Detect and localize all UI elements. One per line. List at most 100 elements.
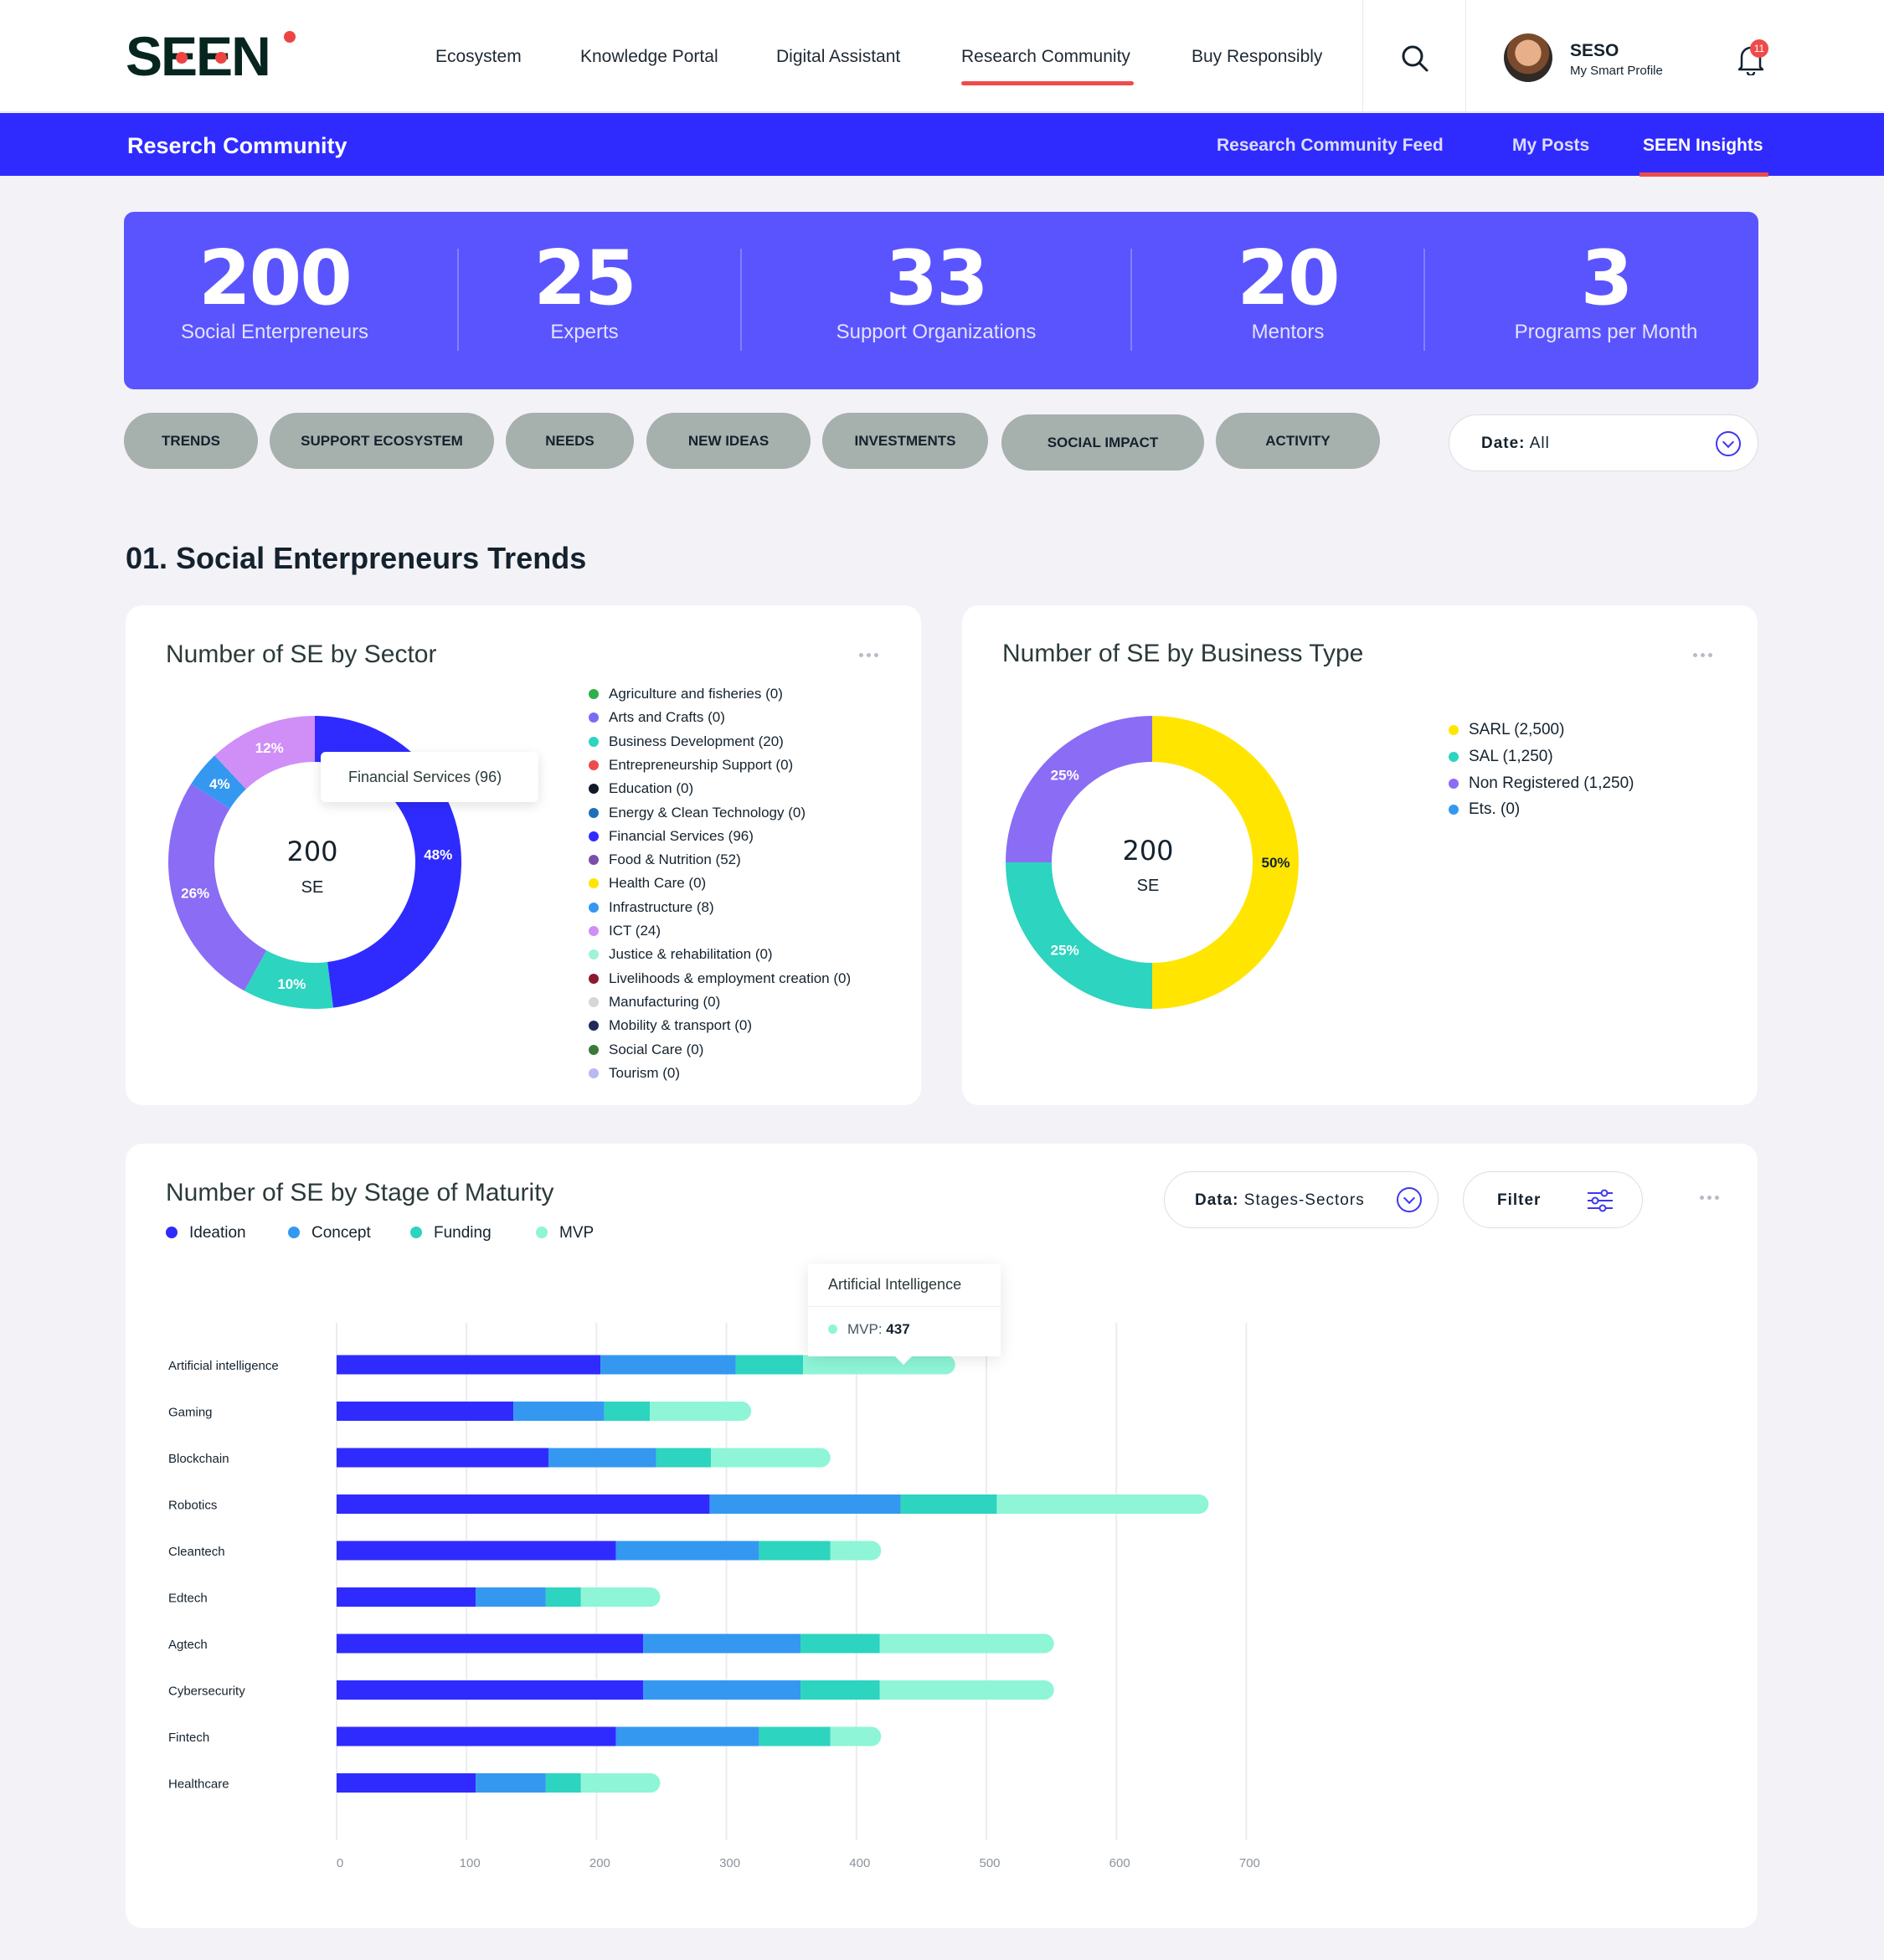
tab-new-ideas[interactable]: NEW IDEAS	[646, 413, 811, 469]
bar-segment-funding[interactable]	[759, 1541, 831, 1561]
sector-legend-item[interactable]: Energy & Clean Technology (0)	[589, 805, 806, 821]
bar-segment-concept[interactable]	[476, 1773, 546, 1793]
more-options-icon[interactable]	[859, 653, 883, 660]
bar-segment-funding[interactable]	[545, 1587, 581, 1607]
bar-segment-mvp[interactable]	[803, 1355, 955, 1375]
bar-segment-ideation[interactable]	[337, 1726, 616, 1747]
sector-legend-item[interactable]: ICT (24)	[589, 923, 661, 939]
nav-digital-assistant[interactable]: Digital Assistant	[776, 47, 901, 66]
bar-segment-concept[interactable]	[643, 1680, 801, 1700]
data-select[interactable]: Data: Stages-Sectors	[1164, 1171, 1439, 1228]
bar-segment-concept[interactable]	[615, 1541, 759, 1561]
bar-segment-mvp[interactable]	[996, 1494, 1209, 1514]
sector-legend-item[interactable]: Arts and Crafts (0)	[589, 709, 725, 726]
date-filter-select[interactable]: Date: All	[1449, 414, 1758, 471]
avatar[interactable]	[1504, 33, 1552, 82]
sector-slice-label: 26%	[181, 886, 209, 902]
business-type-slice[interactable]	[1152, 716, 1299, 1009]
bar-segment-funding[interactable]	[800, 1680, 880, 1700]
bar-segment-funding[interactable]	[759, 1726, 831, 1747]
tab-support-ecosystem[interactable]: SUPPORT ECOSYSTEM	[270, 413, 494, 469]
bar-segment-concept[interactable]	[513, 1402, 605, 1421]
tab-needs[interactable]: NEEDS	[506, 413, 634, 469]
nav-buy-responsibly[interactable]: Buy Responsibly	[1192, 47, 1323, 66]
sector-legend-item[interactable]: Livelihoods & employment creation (0)	[589, 970, 851, 987]
bar-tooltip: Artificial Intelligence MVP: 437	[808, 1264, 1001, 1365]
subnav-research-feed[interactable]: Research Community Feed	[1217, 136, 1444, 155]
bar-segment-funding[interactable]	[545, 1773, 581, 1793]
bar-segment-mvp[interactable]	[879, 1633, 1054, 1654]
bar-segment-ideation[interactable]	[337, 1448, 548, 1468]
search-icon[interactable]	[1400, 44, 1430, 74]
bar-segment-mvp[interactable]	[580, 1773, 661, 1793]
bar-segment-concept[interactable]	[643, 1633, 801, 1654]
sector-slice[interactable]	[244, 950, 333, 1009]
tab-activity[interactable]: ACTIVITY	[1216, 413, 1380, 469]
sector-legend-item[interactable]: Infrastructure (8)	[589, 899, 714, 916]
more-options-icon[interactable]	[1700, 1196, 1723, 1202]
bar-segment-funding[interactable]	[656, 1448, 711, 1468]
sector-legend-label: Food & Nutrition (52)	[609, 851, 741, 868]
bar-segment-funding[interactable]	[735, 1355, 804, 1375]
bar-segment-funding[interactable]	[604, 1402, 651, 1421]
bar-segment-concept[interactable]	[476, 1587, 546, 1607]
sector-legend-item[interactable]: Education (0)	[589, 780, 693, 797]
sector-legend-item[interactable]: Food & Nutrition (52)	[589, 851, 741, 868]
sector-legend-item[interactable]: Tourism (0)	[589, 1065, 680, 1082]
bar-segment-funding[interactable]	[900, 1494, 997, 1514]
bar-segment-mvp[interactable]	[710, 1448, 831, 1468]
bar-segment-ideation[interactable]	[337, 1355, 601, 1375]
x-tick-label: 700	[1239, 1856, 1260, 1870]
bar-segment-concept[interactable]	[709, 1494, 901, 1514]
sector-legend-item[interactable]: Mobility & transport (0)	[589, 1017, 752, 1034]
sector-legend-item[interactable]: Entrepreneurship Support (0)	[589, 757, 793, 774]
legend-dot	[536, 1227, 548, 1238]
business-legend-item[interactable]: Non Registered (1,250)	[1449, 774, 1634, 793]
profile-subtitle[interactable]: My Smart Profile	[1570, 64, 1663, 78]
more-options-icon[interactable]	[1693, 653, 1717, 660]
sector-legend-item[interactable]: Social Care (0)	[589, 1042, 703, 1058]
bar-segment-concept[interactable]	[615, 1726, 759, 1747]
nav-knowledge-portal[interactable]: Knowledge Portal	[580, 47, 718, 66]
sector-slice[interactable]	[214, 716, 315, 790]
subnav-seen-insights[interactable]: SEEN Insights	[1639, 136, 1768, 177]
business-legend-item[interactable]: SAL (1,250)	[1449, 748, 1553, 766]
bar-segment-ideation[interactable]	[337, 1402, 514, 1421]
sector-legend-item[interactable]: Financial Services (96)	[589, 828, 754, 845]
bar-segment-mvp[interactable]	[879, 1680, 1054, 1700]
seen-logo[interactable]: SEEN	[126, 25, 298, 89]
sector-slice[interactable]	[168, 784, 267, 991]
subnav-my-posts[interactable]: My Posts	[1512, 136, 1590, 155]
business-type-slice[interactable]	[1006, 862, 1152, 1009]
bar-segment-ideation[interactable]	[337, 1494, 710, 1514]
bar-segment-mvp[interactable]	[580, 1587, 661, 1607]
sector-legend-item[interactable]: Business Development (20)	[589, 733, 784, 750]
bar-segment-ideation[interactable]	[337, 1680, 644, 1700]
bar-segment-concept[interactable]	[548, 1448, 656, 1468]
bar-segment-mvp[interactable]	[650, 1402, 752, 1421]
bar-segment-ideation[interactable]	[337, 1587, 476, 1607]
sector-legend-item[interactable]: Health Care (0)	[589, 875, 706, 892]
filter-button[interactable]: Filter	[1463, 1171, 1643, 1228]
sector-slice[interactable]	[191, 755, 246, 809]
bar-segment-mvp-join	[710, 1448, 730, 1468]
nav-research-community[interactable]: Research Community	[961, 47, 1134, 85]
sector-legend-item[interactable]: Agriculture and fisheries (0)	[589, 686, 783, 702]
bar-segment-funding[interactable]	[800, 1633, 880, 1654]
tab-social-impact[interactable]: SOCIAL IMPACT	[1001, 414, 1204, 471]
bar-segment-concept[interactable]	[600, 1355, 736, 1375]
business-legend-item[interactable]: Ets. (0)	[1449, 800, 1520, 819]
bar-segment-ideation[interactable]	[337, 1541, 616, 1561]
tab-trends[interactable]: TRENDS	[124, 413, 258, 469]
profile-name[interactable]: SESO	[1570, 41, 1619, 60]
legend-dot	[589, 1067, 599, 1078]
bar-segment-ideation[interactable]	[337, 1633, 644, 1654]
sector-legend-item[interactable]: Justice & rehabilitation (0)	[589, 946, 773, 963]
nav-ecosystem[interactable]: Ecosystem	[435, 47, 522, 66]
date-filter-value: All	[1529, 435, 1550, 452]
business-type-slice[interactable]	[1006, 716, 1152, 862]
bar-segment-ideation[interactable]	[337, 1773, 476, 1793]
sector-legend-item[interactable]: Manufacturing (0)	[589, 994, 720, 1011]
business-legend-item[interactable]: SARL (2,500)	[1449, 721, 1564, 739]
tab-investments[interactable]: INVESTMENTS	[822, 413, 988, 469]
